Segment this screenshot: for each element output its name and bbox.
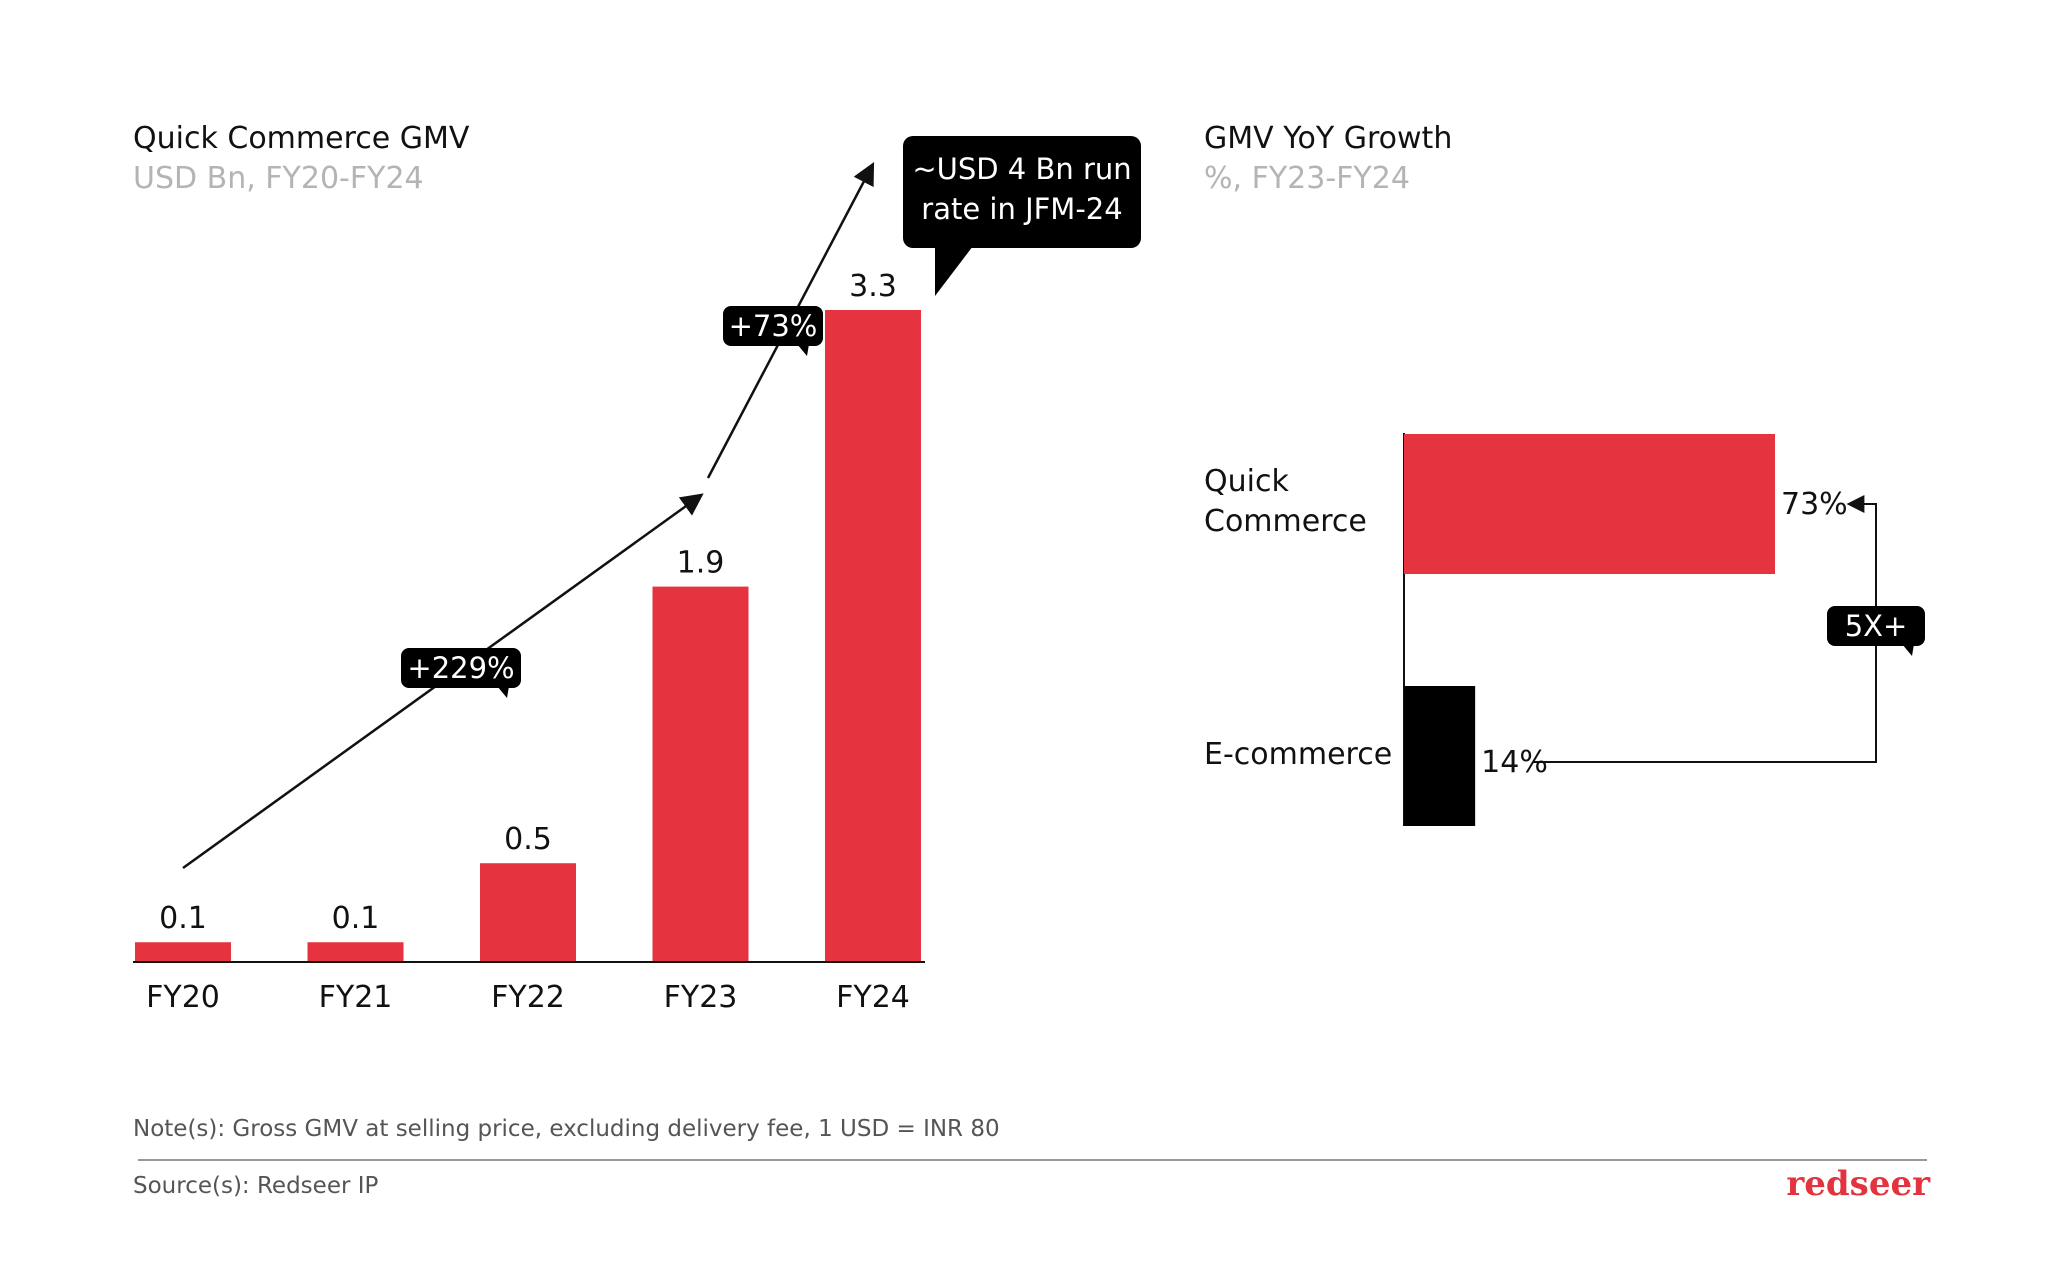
gmv-chart: Quick Commerce GMV USD Bn, FY20-FY24 0.1… bbox=[133, 121, 1141, 1015]
redseer-logo: redseer bbox=[1786, 1164, 1931, 1204]
bar-quick-commerce bbox=[1404, 434, 1775, 574]
gmv-chart-subtitle: USD Bn, FY20-FY24 bbox=[133, 161, 424, 196]
run-rate-callout-line2: rate in JFM-24 bbox=[921, 192, 1122, 226]
growth-badge-73-text: +73% bbox=[729, 309, 818, 343]
run-rate-callout-line1: ~USD 4 Bn run bbox=[912, 152, 1131, 186]
yoy-chart-title: GMV YoY Growth bbox=[1204, 121, 1452, 156]
bar-e-commerce bbox=[1404, 686, 1476, 826]
growth-badge-229-text: +229% bbox=[407, 651, 514, 685]
gmv-chart-title: Quick Commerce GMV bbox=[133, 121, 470, 156]
x-tick-fy24: FY24 bbox=[836, 980, 910, 1015]
category-label-quick-commerce-line2: Commerce bbox=[1204, 504, 1367, 539]
value-label-fy20: 0.1 bbox=[159, 901, 207, 936]
value-label-fy22: 0.5 bbox=[504, 822, 552, 857]
comparison-badge-text: 5X+ bbox=[1845, 609, 1908, 643]
bar-fy23 bbox=[652, 586, 749, 962]
category-label-e-commerce: E-commerce bbox=[1204, 737, 1392, 772]
growth-badge-229: +229% bbox=[401, 648, 521, 698]
run-rate-callout: ~USD 4 Bn run rate in JFM-24 bbox=[903, 136, 1141, 296]
growth-badge-73: +73% bbox=[723, 306, 823, 356]
x-tick-fy21: FY21 bbox=[319, 980, 393, 1015]
value-label-fy23: 1.9 bbox=[677, 546, 725, 581]
x-tick-fy22: FY22 bbox=[491, 980, 565, 1015]
comparison-badge: 5X+ bbox=[1827, 606, 1925, 656]
footer-source: Source(s): Redseer IP bbox=[133, 1173, 379, 1199]
footer-note: Note(s): Gross GMV at selling price, exc… bbox=[133, 1116, 1000, 1142]
value-label-quick-commerce: 73% bbox=[1781, 487, 1848, 522]
yoy-chart-subtitle: %, FY23-FY24 bbox=[1204, 161, 1410, 196]
value-label-fy24: 3.3 bbox=[849, 269, 897, 304]
bar-fy24 bbox=[825, 310, 921, 962]
yoy-growth-chart: GMV YoY Growth %, FY23-FY24 Quick Commer… bbox=[1204, 121, 1925, 826]
x-tick-fy20: FY20 bbox=[146, 980, 220, 1015]
yoy-bars: 73%14% bbox=[1404, 434, 1848, 826]
bar-fy22 bbox=[480, 863, 576, 962]
bar-fy20 bbox=[135, 942, 231, 962]
value-label-fy21: 0.1 bbox=[332, 901, 380, 936]
footer: Note(s): Gross GMV at selling price, exc… bbox=[133, 1116, 1931, 1204]
x-tick-fy23: FY23 bbox=[664, 980, 738, 1015]
category-label-quick-commerce-line1: Quick bbox=[1204, 464, 1289, 499]
gmv-bars: 0.1 FY20 0.1 FY21 0.5 FY22 1.9 FY23 3.3 FY24 bbox=[135, 269, 921, 1015]
bar-fy21 bbox=[307, 942, 404, 962]
